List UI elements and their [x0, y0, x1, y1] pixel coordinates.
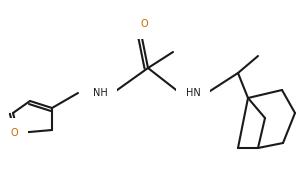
Text: NH: NH: [93, 88, 107, 98]
Text: O: O: [10, 128, 18, 138]
Text: HN: HN: [186, 88, 200, 98]
Text: O: O: [140, 19, 148, 29]
